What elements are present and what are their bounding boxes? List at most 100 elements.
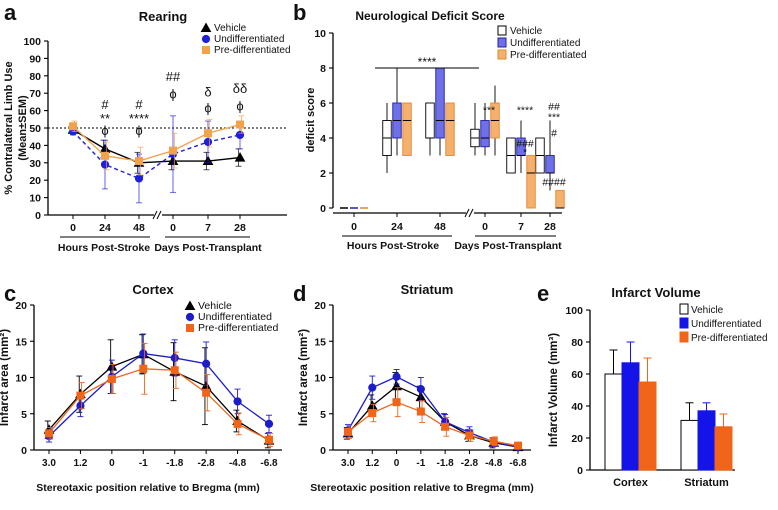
y-tick-label: 20 — [15, 300, 27, 312]
y-tick-label: 2 — [320, 168, 326, 180]
panel-letter: b — [293, 0, 306, 25]
data-point — [233, 419, 242, 428]
y-tick-label: 5 — [21, 409, 27, 421]
data-point — [392, 372, 401, 381]
data-point — [169, 146, 177, 155]
panel-a: a Rearing % Contralateral Limb Use (Mean±S… — [3, 0, 291, 254]
series-vehicle — [67, 124, 246, 174]
x-group-label: Hours Post-Stroke — [347, 240, 439, 252]
significance-marker: **** — [129, 111, 149, 126]
series-undifferentiated — [68, 115, 245, 204]
legend-marker — [184, 300, 196, 310]
significance-marker: # — [135, 97, 143, 112]
y-tick-label: 60 — [571, 369, 583, 381]
y-tick-label: 80 — [571, 337, 583, 349]
y-tick-label: 5 — [320, 409, 326, 421]
panel-c: c Cortex Infarct area (mm²) 0 5 10 15 20 3.0 1.2… — [0, 281, 282, 494]
significance-marker: * — [523, 147, 527, 159]
series-pre-differentiated — [360, 85, 565, 209]
series-undifferentiated — [350, 67, 555, 209]
data-point — [76, 401, 85, 410]
y-tick-label: 100 — [23, 36, 41, 48]
data-point — [204, 129, 212, 138]
legend-marker — [497, 37, 507, 48]
axis-break-slash — [156, 210, 162, 220]
chart-title: Infarct Volume — [611, 285, 700, 300]
significance-marker: ϕ — [101, 123, 108, 138]
chart-title: Neurological Deficit Score — [355, 9, 505, 23]
legend-marker — [202, 46, 210, 54]
y-axis-label: Infarct area (mm²) — [0, 329, 11, 426]
data-point — [45, 429, 53, 438]
series-line — [48, 368, 270, 441]
x-tick-label: 28 — [234, 222, 246, 234]
panel-letter: e — [537, 281, 549, 306]
data-point — [233, 397, 242, 406]
significance-marker: ### — [516, 138, 534, 150]
box — [480, 120, 490, 148]
data-point — [514, 441, 522, 450]
bar-vehicle — [604, 373, 623, 471]
bar-undifferentiated — [697, 410, 716, 471]
y-tick-label: 8 — [320, 63, 326, 75]
x-tick-label: 0 — [394, 458, 400, 469]
x-tick-label: -4.8 — [229, 458, 247, 469]
data-point — [135, 157, 143, 166]
x-group-label: Days Post-Transplant — [454, 240, 562, 252]
series-line — [48, 352, 270, 437]
x-tick-label: 28 — [544, 221, 556, 233]
data-point — [202, 359, 211, 368]
legend-label: Vehicle — [691, 305, 724, 316]
x-tick-label: 1.2 — [73, 458, 87, 469]
panel-e: e Infarct Volume Infarct Volume (mm³) 0 20 4… — [537, 281, 768, 489]
significance-marker: *** — [483, 105, 495, 117]
box — [425, 102, 435, 139]
legend-label: Undifferentiated — [691, 319, 761, 330]
legend-label: Pre-differentiated — [510, 50, 587, 61]
data-point — [202, 388, 211, 397]
legend-marker — [497, 25, 507, 36]
data-point — [134, 174, 144, 183]
significance-marker: ** — [100, 111, 110, 126]
x-tick-label: -1 — [416, 458, 425, 469]
data-point — [344, 427, 352, 436]
box — [555, 190, 565, 209]
data-point — [170, 366, 179, 375]
y-tick-label: 50 — [29, 123, 41, 135]
y-tick-label: 4 — [320, 133, 326, 145]
y-axis-label: % Contralateral Limb Use — [3, 61, 15, 194]
significance-marker: ϕ — [204, 100, 211, 115]
chart-title: Striatum — [401, 282, 454, 297]
data-point — [100, 160, 110, 169]
box — [445, 102, 455, 156]
box — [526, 155, 536, 209]
data-point — [101, 151, 109, 160]
x-tick-label: -2.8 — [461, 458, 479, 469]
x-tick-label: Cortex — [613, 477, 649, 489]
significance-marker: ϕ — [169, 86, 176, 101]
x-tick-label: 0 — [351, 221, 357, 233]
y-tick-label: 80 — [29, 71, 41, 83]
significance-marker: *** — [548, 112, 560, 124]
data-point — [235, 130, 245, 140]
box — [402, 102, 412, 156]
axis-break-gap — [154, 210, 162, 220]
legend-label: Vehicle — [510, 26, 543, 37]
y-tick-label: 90 — [29, 53, 41, 65]
data-point — [465, 431, 474, 440]
significance-marker: ϕ — [135, 123, 142, 138]
series-vehicle — [340, 102, 545, 209]
significance-marker: **** — [418, 55, 437, 69]
y-tick-label: 10 — [15, 373, 27, 385]
x-tick-label: 7 — [518, 221, 524, 233]
legend-label: Pre-differentiated — [214, 45, 291, 56]
legend-marker — [679, 303, 689, 315]
y-tick-label: 0 — [21, 445, 27, 457]
significance-marker: ϕ — [236, 99, 243, 114]
panel-b: b Neurological Deficit Score deficit scor… — [293, 0, 587, 252]
legend-label: Pre-differentiated — [691, 333, 768, 344]
significance-marker: δδ — [233, 81, 247, 96]
chart-title: Rearing — [139, 9, 187, 24]
series-line — [72, 130, 241, 180]
data-point — [236, 120, 244, 129]
